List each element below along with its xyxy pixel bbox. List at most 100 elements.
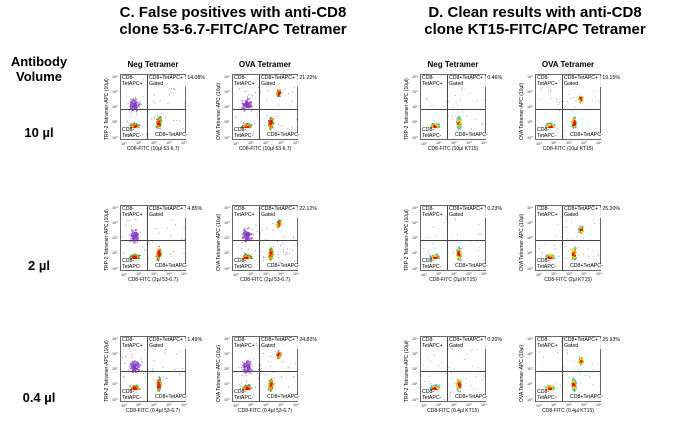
event-dot — [435, 253, 438, 255]
event-dot — [242, 231, 246, 234]
y-tick-label: 10² — [112, 236, 118, 240]
quadrant-gate-vertical — [147, 75, 148, 139]
event-dot — [438, 384, 440, 387]
x-tick-label: 10¹ — [136, 272, 142, 276]
event-dot — [453, 391, 455, 393]
quadrant-label-ll: CD8- TetAPC- — [122, 258, 142, 271]
event-dot — [428, 249, 430, 251]
event-dot — [162, 376, 164, 378]
y-tick-label: 10² — [224, 236, 230, 240]
event-dot — [277, 92, 280, 95]
event-dot — [568, 94, 570, 96]
y-tick-label: 10² — [112, 367, 118, 371]
event-dot — [238, 367, 240, 369]
event-dot — [549, 385, 552, 388]
quadrant-gate-horizontal — [121, 371, 185, 372]
event-dot — [434, 235, 436, 237]
event-dot — [541, 87, 543, 89]
event-dot — [568, 250, 570, 252]
event-dot — [270, 356, 272, 358]
x-tick-label: 10⁰ — [121, 273, 127, 277]
event-dot — [245, 374, 247, 376]
x-tick-label: 10² — [263, 141, 269, 145]
event-dot — [449, 393, 451, 395]
event-dot — [279, 221, 282, 224]
event-dot — [239, 88, 241, 90]
event-dot — [451, 118, 453, 120]
event-dot — [157, 256, 159, 258]
event-dot — [136, 361, 139, 364]
event-dot — [427, 358, 429, 360]
event-dot — [249, 368, 252, 371]
event-dot — [256, 113, 258, 115]
x-tick-label: 10¹ — [551, 272, 557, 276]
event-dot — [580, 228, 583, 231]
event-dot — [272, 127, 274, 129]
y-tick-label: 10² — [412, 367, 418, 371]
event-dot — [545, 257, 547, 260]
y-tick-label: 10² — [224, 367, 230, 371]
event-dot — [433, 124, 436, 128]
event-dot — [554, 248, 556, 250]
event-dot — [580, 373, 582, 375]
x-axis-label: CD8-FITC (2µl KT15) — [429, 277, 477, 283]
quadrant-gate-vertical — [147, 206, 148, 270]
quadrant-gate-horizontal — [121, 240, 185, 241]
event-dot — [460, 259, 462, 261]
event-dot — [157, 121, 160, 124]
event-dot — [438, 364, 440, 366]
flow-cytometry-plot: CD8- TetAPC+ CD8+TetAPC+ : 14.08% Gated CD… — [120, 74, 205, 141]
event-dot — [572, 123, 574, 125]
quadrant-label-ll: CD8- TetAPC- — [234, 389, 254, 402]
x-tick-label: 10³ — [581, 141, 587, 145]
event-dot — [129, 98, 132, 101]
x-tick-label: 10⁰ — [121, 404, 127, 408]
x-axis-label: CD8-FITC (0.4µl 53-6.7) — [237, 408, 292, 414]
x-tick-label: 10¹ — [551, 141, 557, 145]
event-dot — [595, 128, 597, 130]
event-dot — [247, 384, 249, 386]
event-dot — [550, 90, 552, 92]
event-dot — [123, 252, 125, 254]
event-dot — [571, 119, 575, 122]
quadrant-label-ul: CD8- TetAPC+ — [537, 75, 558, 88]
x-tick-label: 10² — [566, 141, 572, 145]
event-dot — [270, 388, 273, 391]
event-dot — [457, 379, 461, 382]
event-dot — [137, 254, 139, 256]
x-tick-label: 10⁰ — [233, 142, 239, 146]
event-dot — [158, 245, 160, 248]
event-dot — [283, 138, 284, 140]
event-dot — [166, 227, 168, 229]
event-dot — [160, 120, 162, 122]
event-dot — [595, 261, 597, 263]
event-dot — [434, 354, 435, 356]
event-dot — [131, 232, 134, 235]
event-dot — [164, 352, 166, 354]
quadrant-label-lr: CD8+TetAPC- — [155, 394, 188, 401]
y-tick-label: 10⁰ — [224, 267, 230, 271]
event-dot — [460, 126, 463, 128]
event-dot — [245, 91, 247, 92]
event-dot — [573, 360, 575, 362]
event-dot — [595, 101, 597, 103]
event-dot — [282, 236, 284, 238]
event-dot — [589, 233, 591, 235]
event-dot — [574, 380, 576, 382]
event-dot — [248, 98, 251, 100]
event-dot — [592, 364, 594, 366]
event-dot — [129, 385, 131, 387]
event-dot — [269, 390, 271, 392]
y-tick-label: 10¹ — [224, 251, 230, 255]
event-dot — [289, 105, 291, 107]
event-dot — [277, 351, 279, 353]
event-dot — [261, 251, 263, 253]
event-dot — [433, 226, 435, 228]
event-dot — [598, 100, 600, 102]
event-dot — [157, 252, 160, 255]
event-dot — [572, 378, 575, 380]
event-dot — [132, 255, 135, 258]
event-dot — [244, 228, 246, 231]
event-dot — [277, 241, 279, 243]
quadrant-label-ur: CD8+TetAPC+ : 21.22% Gated — [261, 75, 317, 88]
